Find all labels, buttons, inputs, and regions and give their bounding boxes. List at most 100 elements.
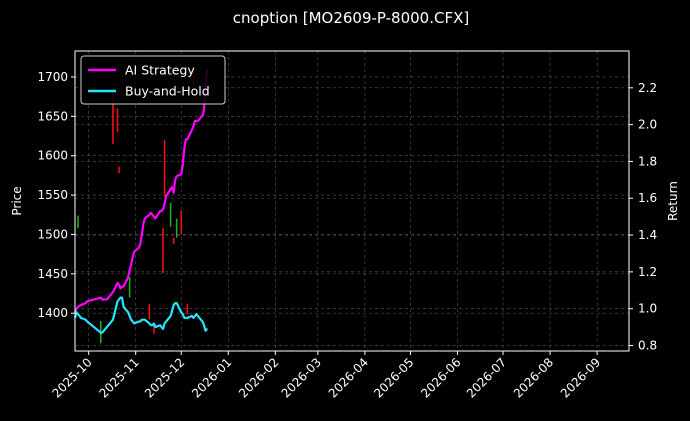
- data-point-ai-strategy: [195, 120, 198, 122]
- data-point-buy-and-hold: [138, 320, 140, 323]
- grid: [75, 51, 629, 351]
- y-tick-label-left: 1450: [37, 267, 68, 281]
- data-point-ai-strategy: [75, 308, 78, 310]
- y-axis-label-left: Price: [10, 186, 24, 215]
- data-point-buy-and-hold: [159, 324, 161, 326]
- data-point-buy-and-hold: [129, 315, 131, 317]
- data-point-ai-strategy: [182, 164, 184, 166]
- y-tick-label-right: 1.4: [638, 228, 657, 242]
- data-point-ai-strategy: [139, 243, 141, 245]
- data-point-buy-and-hold: [151, 324, 154, 326]
- data-point-buy-and-hold: [116, 300, 119, 302]
- data-point-ai-strategy: [132, 256, 134, 258]
- data-point-buy-and-hold: [101, 332, 103, 334]
- data-point-buy-and-hold: [191, 315, 193, 317]
- data-point-buy-and-hold: [194, 315, 196, 317]
- data-point-buy-and-hold: [197, 315, 199, 317]
- y-tick-label-right: 2.2: [638, 81, 657, 95]
- chart-title: cnoption [MO2609-P-8000.CFX]: [233, 9, 469, 27]
- data-point-buy-and-hold: [86, 320, 88, 323]
- data-point-ai-strategy: [154, 217, 157, 220]
- data-point-buy-and-hold: [107, 324, 109, 326]
- data-point-buy-and-hold: [176, 302, 178, 304]
- data-point-ai-strategy: [151, 214, 154, 216]
- data-point-ai-strategy: [78, 305, 81, 307]
- data-point-ai-strategy: [153, 216, 155, 218]
- data-point-ai-strategy: [77, 306, 79, 308]
- data-point-buy-and-hold: [162, 328, 164, 330]
- data-point-ai-strategy: [141, 234, 143, 236]
- data-point-buy-and-hold: [160, 326, 163, 328]
- data-point-ai-strategy: [203, 109, 205, 111]
- data-point-buy-and-hold: [132, 320, 134, 323]
- y-tick-label-left: 1650: [37, 109, 68, 123]
- y-tick-label-left: 1600: [37, 149, 68, 163]
- data-point-buy-and-hold: [148, 322, 150, 324]
- data-point-buy-and-hold: [80, 317, 82, 319]
- data-point-ai-strategy: [159, 210, 161, 212]
- data-point-ai-strategy: [180, 173, 182, 175]
- plot-frame: [74, 50, 630, 352]
- data-point-buy-and-hold: [75, 311, 78, 313]
- data-point-ai-strategy: [142, 223, 144, 225]
- data-point-buy-and-hold: [201, 320, 204, 323]
- legend: AI Strategy Buy-and-Hold: [80, 55, 226, 105]
- series-line-buy-and-hold: [73, 296, 208, 334]
- y-tick-label-right: 2.0: [638, 118, 657, 132]
- data-point-ai-strategy: [138, 247, 140, 249]
- data-point-buy-and-hold: [85, 319, 87, 321]
- data-point-buy-and-hold: [150, 324, 152, 326]
- data-point-buy-and-hold: [133, 322, 135, 324]
- data-point-ai-strategy: [116, 282, 119, 284]
- data-point-buy-and-hold: [121, 297, 123, 299]
- data-point-buy-and-hold: [110, 320, 113, 323]
- y-tick-label-left: 1500: [37, 227, 68, 241]
- data-point-buy-and-hold: [182, 313, 184, 315]
- data-point-buy-and-hold: [203, 324, 205, 326]
- data-point-ai-strategy: [183, 147, 185, 150]
- left-y-axis: 1400 1450 1500 1550 1600 1650 1700: [37, 70, 75, 320]
- data-point-ai-strategy: [162, 208, 164, 210]
- data-point-buy-and-hold: [174, 302, 176, 304]
- data-point-ai-strategy: [119, 287, 122, 290]
- data-point-buy-and-hold: [78, 315, 81, 317]
- y-tick-label-right: 1.6: [638, 191, 657, 205]
- y-tick-label-right: 1.0: [638, 302, 657, 316]
- y-tick-label-left: 1400: [37, 306, 68, 320]
- data-point-buy-and-hold: [139, 320, 141, 323]
- data-point-buy-and-hold: [195, 313, 198, 315]
- series-line-ai-strategy: [73, 69, 209, 313]
- data-point-ai-strategy: [186, 138, 188, 140]
- y-tick-label-left: 1700: [37, 70, 68, 84]
- data-point-ai-strategy: [194, 120, 196, 122]
- data-point-buy-and-hold: [165, 320, 167, 323]
- data-point-ai-strategy: [118, 284, 120, 286]
- data-point-ai-strategy: [106, 298, 108, 301]
- data-point-buy-and-hold: [185, 317, 187, 319]
- data-point-buy-and-hold: [118, 298, 120, 301]
- data-point-ai-strategy: [192, 125, 194, 128]
- data-point-buy-and-hold: [144, 319, 146, 321]
- data-point-ai-strategy: [163, 203, 166, 205]
- data-point-ai-strategy: [101, 298, 103, 301]
- data-point-ai-strategy: [109, 295, 111, 297]
- data-point-ai-strategy: [86, 300, 88, 302]
- data-point-buy-and-hold: [183, 317, 185, 319]
- data-point-ai-strategy: [197, 120, 199, 122]
- data-point-ai-strategy: [165, 195, 167, 197]
- data-point-ai-strategy: [85, 302, 87, 304]
- legend-label-buy-and-hold: Buy-and-Hold: [125, 84, 210, 99]
- y-tick-label-left: 1550: [37, 188, 68, 202]
- legend-label-ai-strategy: AI Strategy: [125, 63, 195, 78]
- data-point-ai-strategy: [144, 217, 146, 220]
- data-point-buy-and-hold: [170, 315, 172, 317]
- data-point-ai-strategy: [112, 291, 114, 293]
- data-point-ai-strategy: [170, 188, 172, 190]
- data-point-buy-and-hold: [141, 319, 143, 321]
- y-tick-label-right: 0.8: [638, 338, 657, 352]
- data-point-ai-strategy: [150, 212, 152, 214]
- data-point-buy-and-hold: [186, 317, 188, 319]
- data-point-buy-and-hold: [204, 330, 207, 332]
- data-point-buy-and-hold: [127, 311, 129, 313]
